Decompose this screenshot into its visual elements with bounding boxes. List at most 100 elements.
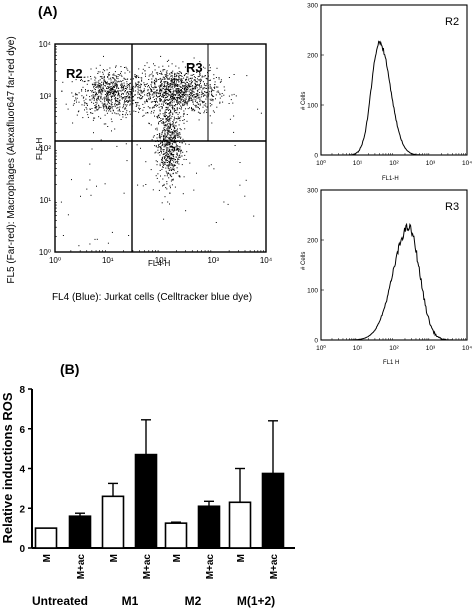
scatter-dot: [141, 72, 143, 74]
scatter-dot: [179, 146, 181, 148]
scatter-dot: [136, 84, 138, 85]
scatter-inner-xlabel: FL4-H: [148, 259, 170, 268]
scatter-dot: [119, 74, 120, 76]
scatter-dot: [171, 138, 173, 140]
scatter-dot: [98, 106, 100, 108]
scatter-dot: [144, 65, 146, 67]
scatter-dot: [93, 95, 95, 97]
scatter-dot: [169, 138, 171, 140]
scatter-dot: [175, 97, 177, 99]
scatter-dot: [177, 92, 178, 94]
scatter-dot: [96, 106, 98, 108]
histogram-x-tick-label: 10³: [426, 345, 436, 352]
scatter-dot: [149, 93, 151, 95]
scatter-dot: [180, 78, 182, 80]
scatter-dot: [124, 78, 126, 80]
scatter-dot: [147, 106, 149, 108]
scatter-dot: [166, 120, 168, 122]
scatter-dot: [179, 150, 181, 152]
scatter-dot: [166, 115, 168, 117]
scatter-dot: [169, 90, 171, 92]
scatter-dot: [128, 84, 129, 85]
scatter-dot: [183, 81, 185, 83]
scatter-dot: [174, 86, 176, 88]
scatter-dot: [173, 78, 175, 80]
scatter-dot: [196, 78, 198, 80]
bar: [34, 527, 58, 549]
scatter-dot: [178, 102, 179, 104]
scatter-dot: [174, 76, 176, 78]
scatter-dot: [173, 149, 175, 151]
scatter-dot: [137, 75, 139, 77]
scatter-dot: [153, 110, 155, 112]
scatter-dot: [114, 112, 116, 114]
scatter-dot: [195, 104, 197, 106]
scatter-dot: [146, 83, 148, 85]
scatter-dot: [164, 124, 166, 126]
scatter-dot: [111, 130, 112, 132]
scatter-dot: [175, 84, 177, 86]
scatter-dot: [233, 115, 235, 117]
scatter-dot: [170, 164, 172, 166]
scatter-dot: [187, 73, 189, 75]
scatter-dot: [182, 61, 184, 63]
scatter-dot: [165, 106, 167, 108]
scatter-dot: [185, 103, 187, 105]
scatter-dot: [154, 69, 156, 71]
scatter-dot: [172, 121, 174, 122]
scatter-dot: [193, 110, 195, 112]
scatter-dot: [175, 90, 177, 92]
scatter-dot: [127, 69, 129, 71]
scatter-dot: [167, 172, 169, 174]
scatter-dot: [159, 170, 161, 171]
scatter-dot: [129, 103, 131, 105]
scatter-dot: [106, 69, 108, 71]
scatter-dot: [163, 156, 165, 158]
scatter-dot: [148, 66, 150, 68]
scatter-dot: [171, 92, 173, 94]
scatter-dot: [154, 106, 155, 108]
bar-y-tick-label: 8: [19, 385, 25, 396]
scatter-dot: [166, 85, 168, 87]
scatter-dot: [111, 87, 112, 89]
scatter-dot: [161, 84, 163, 86]
scatter-dot: [98, 90, 100, 92]
scatter-dot: [86, 105, 88, 106]
scatter-dot: [216, 86, 218, 88]
scatter-dot: [162, 144, 164, 146]
scatter-dot: [131, 125, 133, 127]
scatter-dot: [87, 76, 89, 78]
scatter-dot: [163, 88, 165, 90]
scatter-dot: [169, 192, 171, 194]
scatter-dot: [158, 146, 160, 148]
scatter-dot: [164, 115, 166, 117]
scatter-dot: [171, 176, 173, 178]
scatter-dot: [137, 88, 139, 90]
scatter-dot: [180, 129, 182, 131]
scatter-dot: [117, 113, 119, 115]
scatter-dot: [99, 71, 101, 73]
scatter-dot: [100, 117, 102, 119]
scatter-dot: [133, 99, 135, 101]
scatter-dot: [235, 95, 237, 97]
scatter-dot: [93, 92, 95, 93]
scatter-dot: [169, 137, 171, 139]
scatter-dot: [174, 84, 176, 86]
bar: [68, 515, 92, 549]
scatter-dot: [207, 72, 208, 74]
scatter-dot: [199, 104, 201, 106]
scatter-dot: [176, 91, 177, 93]
scatter-dot: [74, 100, 75, 102]
scatter-dot: [151, 94, 153, 96]
scatter-dot: [97, 81, 99, 83]
scatter-dot: [135, 76, 136, 78]
scatter-dot: [171, 104, 173, 106]
scatter-dot: [132, 87, 134, 89]
scatter-dot: [98, 80, 100, 82]
scatter-dot: [146, 62, 148, 64]
scatter-dot: [155, 146, 157, 148]
scatter-dot: [100, 106, 102, 108]
scatter-dot: [100, 96, 102, 98]
scatter-dot: [184, 89, 186, 91]
scatter-dot: [179, 176, 181, 177]
